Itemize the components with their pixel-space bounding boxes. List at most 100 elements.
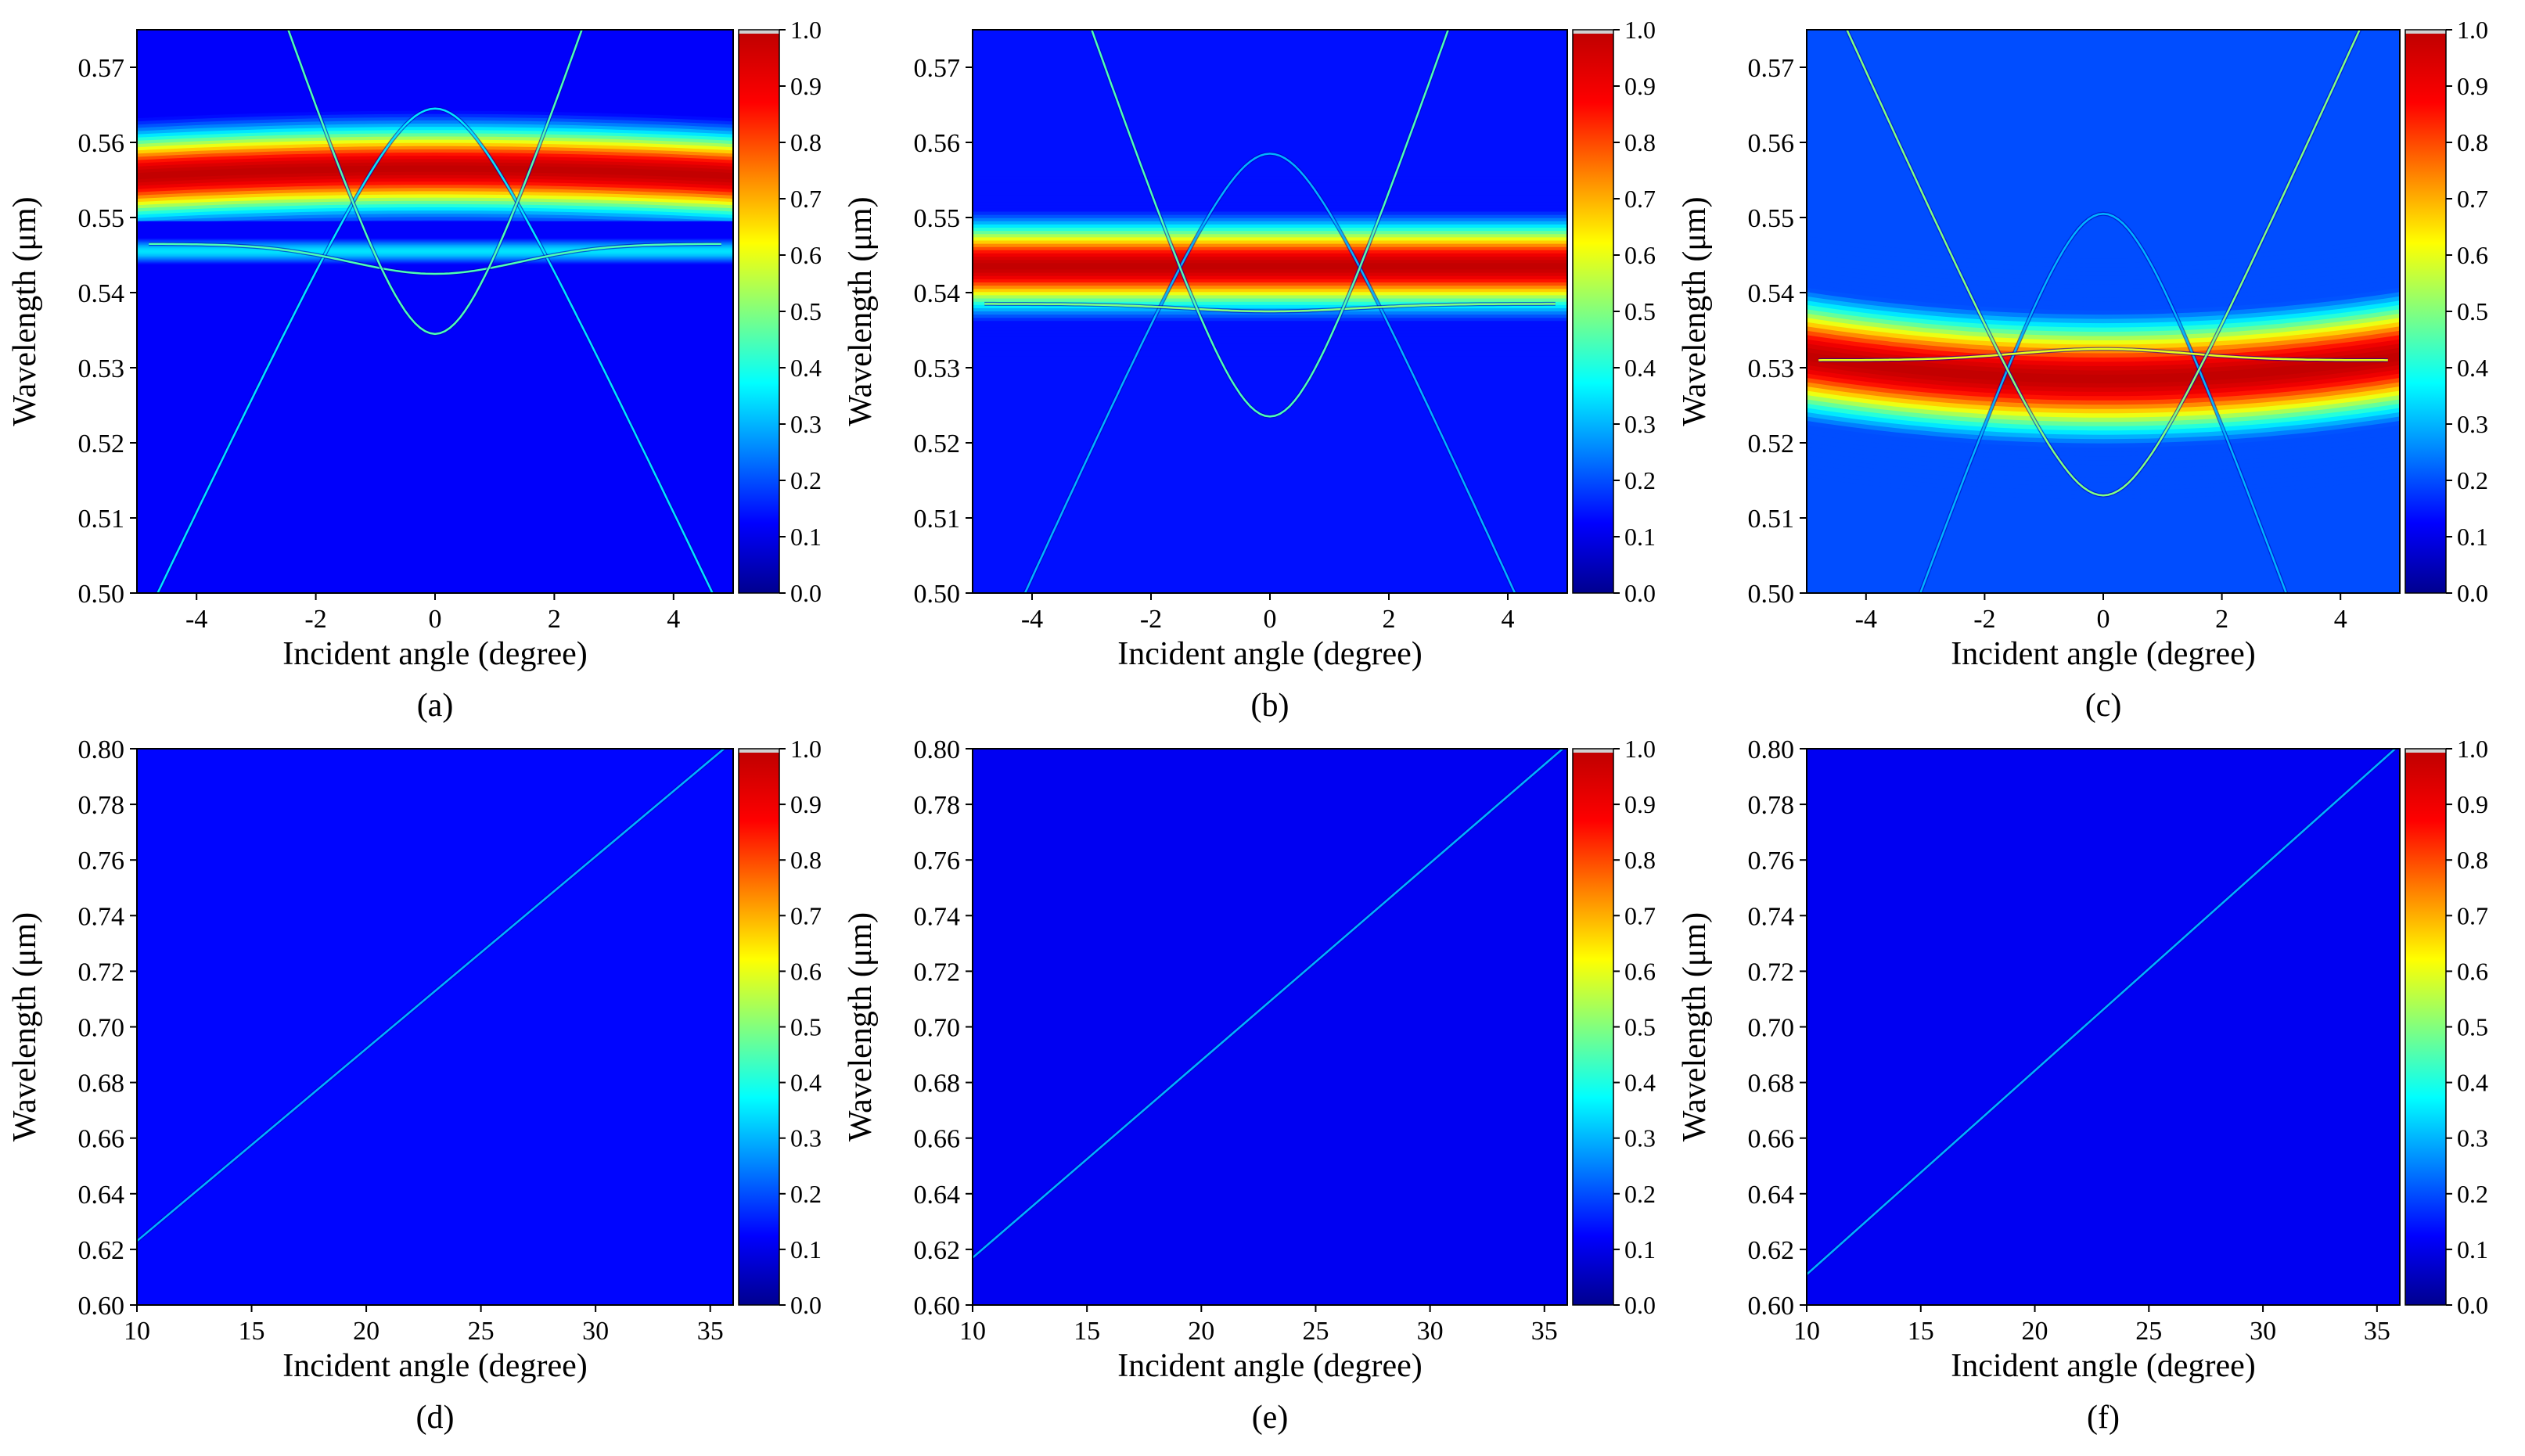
panel-b: -4 -2 0 2 4 0.50 0.51 0.52 0.53 0.54 0.55 0.56 0.57 I… [843, 16, 1656, 724]
y-tick-label: 0.54 [78, 279, 125, 308]
y-tick-label: 0.57 [1748, 54, 1795, 83]
colorbar-tick-label: 0.1 [1624, 523, 1656, 551]
colorbar-tick-label: 0.8 [1624, 846, 1656, 874]
y-tick-label: 0.56 [914, 129, 961, 158]
x-tick-label: -4 [1021, 605, 1043, 634]
band-layer [973, 263, 1567, 270]
x-tick-label: 0 [2097, 605, 2110, 634]
colorbar-tick-label: 0.1 [2457, 1235, 2488, 1264]
colorbar-tick-label: 0.0 [790, 1291, 822, 1319]
colorbar: 0.0 0.1 0.2 0.3 0.4 0.5 0.6 0.7 0.8 0.9 1.0 [738, 16, 822, 607]
x-tick-label: 0 [1264, 605, 1277, 634]
y-tick-label: 0.53 [914, 354, 961, 383]
resonance-mode [1918, 211, 2289, 593]
colorbar-tick-label: 0.5 [1624, 1013, 1656, 1041]
resonance-mode [137, 749, 725, 1243]
x-tick-label: -4 [1855, 605, 1877, 634]
panel-label: (d) [416, 1400, 455, 1436]
colorbar: 0.0 0.1 0.2 0.3 0.4 0.5 0.6 0.7 0.8 0.9 1.0 [2405, 16, 2488, 607]
colorbar-tick-label: 0.6 [2457, 241, 2488, 269]
y-tick-label: 0.53 [1748, 354, 1795, 383]
colorbar-tick-label: 0.8 [2457, 128, 2488, 156]
y-tick-label: 0.68 [78, 1070, 125, 1098]
colorbar-tick-label: 0.5 [790, 297, 822, 325]
colorbar-tick-label: 0.2 [1624, 1180, 1656, 1208]
heatmap-background [137, 749, 733, 1305]
y-tick-label: 0.50 [914, 580, 961, 609]
colorbar-tick-label: 0.7 [790, 901, 822, 929]
x-tick-label: -2 [1973, 605, 1995, 634]
x-tick-label: 25 [2135, 1317, 2162, 1346]
colorbar-tick-label: 0.1 [2457, 523, 2488, 551]
colorbar-tick-label: 1.0 [1624, 16, 1656, 44]
reflection-band [1807, 236, 2400, 499]
resonance-mode [973, 749, 1564, 1260]
panel-label: (b) [1251, 688, 1289, 724]
heatmap-area [137, 749, 733, 1305]
x-tick-label: 10 [1793, 1317, 1820, 1346]
colorbar-gradient [1573, 33, 1613, 593]
colorbar-cap [739, 749, 779, 753]
y-tick-label: 0.78 [914, 791, 961, 820]
colorbar-tick-label: 0.2 [790, 466, 822, 494]
colorbar-tick-label: 0.6 [790, 957, 822, 985]
colorbar-gradient [739, 33, 779, 593]
colorbar-tick-label: 0.3 [1624, 410, 1656, 438]
x-axis-title: Incident angle (degree) [1951, 1348, 2255, 1384]
x-axis-title: Incident angle (degree) [1117, 636, 1422, 672]
y-tick-label: 0.51 [914, 505, 961, 534]
x-tick-label: 4 [667, 605, 680, 634]
x-tick-label: 4 [1502, 605, 1515, 634]
colorbar-gradient [1573, 752, 1613, 1305]
x-tick-label: 20 [1188, 1317, 1214, 1346]
heatmap-area [973, 749, 1567, 1305]
y-tick-label: 0.80 [78, 735, 125, 764]
colorbar-tick-label: 0.7 [1624, 185, 1656, 213]
colorbar-cap [2405, 30, 2446, 34]
x-axis-title: Incident angle (degree) [1117, 1348, 1422, 1384]
y-tick-label: 0.50 [78, 580, 125, 609]
colorbar-gradient [2405, 752, 2446, 1305]
y-tick-label: 0.68 [914, 1070, 961, 1098]
x-tick-label: 25 [468, 1317, 495, 1346]
panel-d: 10 15 20 25 30 35 0.60 0.62 0.64 0.66 0.68 0.70 0.72… [7, 735, 822, 1436]
colorbar-tick-label: 0.9 [1624, 790, 1656, 818]
colorbar-cap [2405, 749, 2446, 753]
x-tick-label: 2 [2215, 605, 2228, 634]
y-tick-label: 0.60 [78, 1292, 125, 1321]
heatmap-background [973, 749, 1567, 1305]
x-tick-label: 10 [959, 1317, 986, 1346]
heatmap-background [1807, 749, 2400, 1305]
panel-label: (a) [417, 688, 454, 724]
colorbar-tick-label: 0.0 [2457, 1291, 2488, 1319]
y-tick-label: 0.70 [914, 1014, 961, 1043]
y-tick-label: 0.68 [1748, 1070, 1795, 1098]
y-tick-label: 0.76 [1748, 847, 1795, 875]
colorbar-tick-label: 0.4 [2457, 1069, 2488, 1097]
y-tick-label: 0.54 [1748, 279, 1795, 308]
y-tick-label: 0.62 [914, 1236, 961, 1265]
y-tick-label: 0.60 [1748, 1292, 1795, 1321]
x-tick-label: 15 [239, 1317, 265, 1346]
panel-e: 10 15 20 25 30 35 0.60 0.62 0.64 0.66 0.68 0.70 0.72… [843, 735, 1656, 1436]
y-tick-label: 0.55 [914, 204, 961, 233]
y-tick-label: 0.76 [78, 847, 125, 875]
heatmap-area [137, 30, 733, 593]
y-axis-title: Wavelength (μm) [843, 912, 879, 1141]
reflection-band [137, 78, 733, 267]
band-layer [137, 165, 733, 180]
colorbar-tick-label: 0.1 [790, 1235, 822, 1264]
y-tick-label: 0.52 [914, 430, 961, 458]
y-axis-title: Wavelength (μm) [1677, 196, 1713, 426]
colorbar-tick-label: 0.9 [2457, 72, 2488, 100]
x-tick-label: 35 [697, 1317, 724, 1346]
colorbar-tick-label: 0.7 [790, 185, 822, 213]
resonance-mode [1023, 151, 1517, 593]
y-tick-label: 0.64 [1748, 1181, 1795, 1210]
colorbar-gradient [739, 752, 779, 1305]
y-tick-label: 0.72 [78, 958, 125, 987]
colorbar-tick-label: 0.9 [1624, 72, 1656, 100]
colorbar-tick-label: 0.1 [790, 523, 822, 551]
y-tick-label: 0.56 [1748, 129, 1795, 158]
